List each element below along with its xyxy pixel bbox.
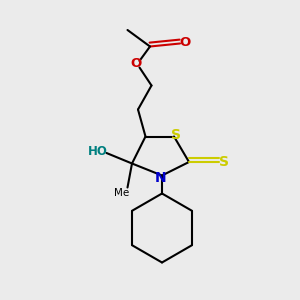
Text: S: S bbox=[219, 155, 230, 169]
Text: HO: HO bbox=[88, 145, 107, 158]
Text: Me: Me bbox=[114, 188, 129, 198]
Text: O: O bbox=[130, 57, 142, 70]
Text: N: N bbox=[155, 172, 166, 185]
Text: S: S bbox=[170, 128, 181, 142]
Text: O: O bbox=[180, 36, 191, 50]
